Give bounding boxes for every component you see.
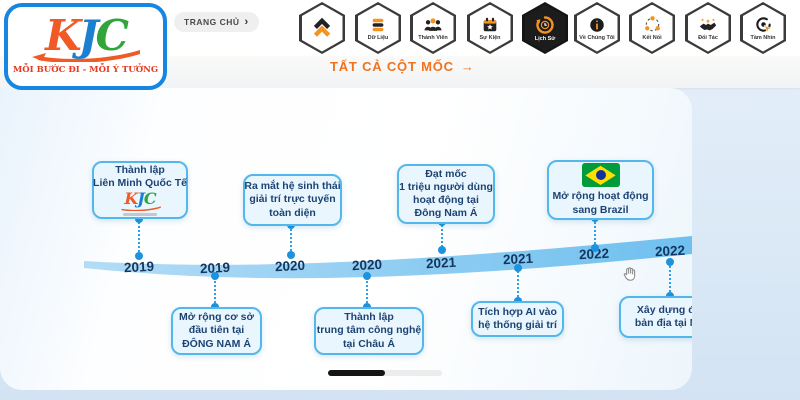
year-label[interactable]: 2020 bbox=[274, 257, 306, 275]
vision-target-icon bbox=[755, 17, 773, 34]
connector-line bbox=[441, 222, 443, 250]
timeline-scrollbar-track[interactable] bbox=[328, 370, 442, 376]
timeline-dot bbox=[211, 272, 219, 280]
milestone-card-tech-center[interactable]: Thành lập trung tâm công nghệ tại Châu Á bbox=[314, 307, 424, 355]
nav-item-ket-noi[interactable]: Kết Nối bbox=[629, 2, 675, 54]
timeline-dot bbox=[135, 215, 143, 223]
year-label[interactable]: 2020 bbox=[351, 256, 383, 274]
timeline-dot bbox=[514, 264, 522, 272]
milestone-card-million-users[interactable]: Đạt mốc 1 triệu người dùng hoạt động tại… bbox=[397, 164, 495, 224]
all-milestones-label: TẤT CẢ CỘT MỐC bbox=[330, 59, 454, 74]
milestone-card-ai[interactable]: Tích hợp AI vào hệ thống giải trí bbox=[471, 301, 564, 337]
nav-item-doi-tac[interactable]: Đối Tác bbox=[685, 2, 731, 54]
nav-item-home[interactable] bbox=[299, 2, 345, 54]
home-button[interactable]: TRANG CHỦ › bbox=[174, 12, 259, 32]
year-label[interactable]: 2019 bbox=[123, 258, 155, 276]
year-label[interactable]: 2022 bbox=[654, 242, 686, 260]
brazil-flag-globe bbox=[595, 170, 606, 181]
milestone-card-local-team[interactable]: Xây dựng độ bản địa tại Na bbox=[619, 296, 692, 338]
nav-item-tam-nhin[interactable]: Tầm Nhìn bbox=[740, 2, 786, 54]
hexagon-body: Thành Viên bbox=[412, 4, 454, 52]
timeline-ribbon bbox=[84, 236, 692, 279]
nav-item-su-kien[interactable]: Sự Kiện bbox=[467, 2, 513, 54]
info-icon bbox=[590, 17, 604, 32]
timeline-dot bbox=[438, 246, 446, 254]
connector-line bbox=[669, 262, 671, 296]
timeline-dot bbox=[666, 258, 674, 266]
nav-item-du-lieu[interactable]: Dữ Liệu bbox=[355, 2, 401, 54]
brazil-flag-icon bbox=[581, 163, 620, 188]
timeline-dot bbox=[135, 252, 143, 260]
milestone-card-ecosystem[interactable]: Ra mắt hệ sinh thái giải trí trực tuyến … bbox=[243, 174, 342, 226]
milestone-card-brazil[interactable]: Mở rộng hoạt động sang Brazil bbox=[547, 160, 654, 220]
hexagon-body bbox=[301, 4, 343, 52]
handshake-icon bbox=[699, 18, 717, 31]
arrow-right-icon: → bbox=[460, 59, 475, 74]
logo-tagline: MỖI BƯỚC ĐI - MỖI Ý TƯỞNG bbox=[12, 65, 159, 76]
grab-cursor-icon bbox=[623, 267, 636, 281]
nav-item-ve-chung-toi[interactable]: Về Chúng Tôi bbox=[574, 2, 620, 54]
timeline-scrollbar-thumb[interactable] bbox=[328, 370, 385, 376]
history-clock-icon bbox=[536, 15, 554, 34]
nav-item-thanh-vien[interactable]: Thành Viên bbox=[410, 2, 456, 54]
hexagon-body: Sự Kiện bbox=[469, 4, 511, 52]
logo-swoosh-icon bbox=[31, 50, 140, 63]
timeline-dot bbox=[287, 251, 295, 259]
connector-line bbox=[214, 276, 216, 307]
chevron-right-icon: › bbox=[244, 16, 249, 28]
timeline-dot bbox=[363, 272, 371, 280]
members-icon bbox=[424, 17, 442, 31]
nav-item-lich-su[interactable]: Lịch Sử bbox=[522, 2, 568, 54]
timeline-panel[interactable]: 2019 2019 2020 2020 2021 2021 2022 2022 … bbox=[0, 88, 692, 390]
connector-line bbox=[366, 276, 368, 307]
double-chevron-up-icon bbox=[313, 17, 331, 37]
all-milestones-link[interactable]: TẤT CẢ CỘT MỐC → bbox=[330, 59, 475, 74]
connector-line bbox=[594, 218, 596, 248]
timeline-dot bbox=[591, 244, 599, 252]
mini-logo-swoosh-icon bbox=[121, 206, 161, 212]
database-icon bbox=[372, 18, 384, 31]
calendar-star-icon bbox=[483, 17, 497, 31]
network-icon bbox=[644, 16, 660, 32]
hexagon-body: Dữ Liệu bbox=[357, 4, 399, 52]
milestone-card-first-base[interactable]: Mở rộng cơ sở đầu tiên tại ĐÔNG NAM Á bbox=[171, 307, 262, 355]
year-label[interactable]: 2021 bbox=[425, 254, 457, 272]
connector-line bbox=[517, 268, 519, 301]
connector-line bbox=[138, 219, 140, 256]
mini-logo-tagline bbox=[123, 213, 157, 217]
home-button-label: TRANG CHỦ bbox=[184, 17, 240, 27]
connector-line bbox=[290, 225, 292, 255]
